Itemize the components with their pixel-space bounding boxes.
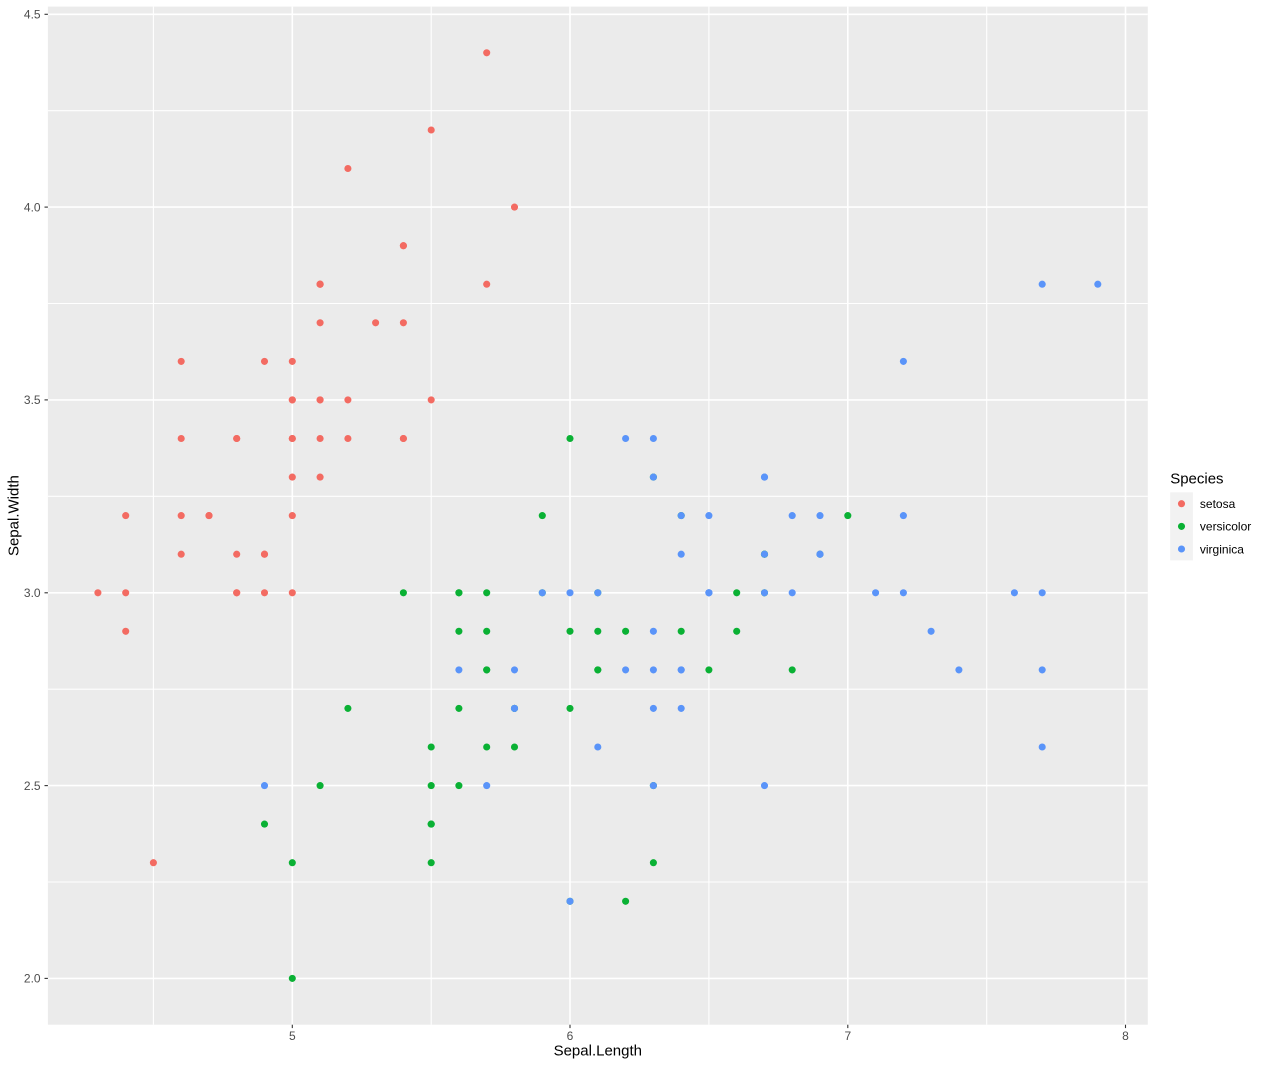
svg-text:Species: Species — [1170, 471, 1223, 488]
svg-text:4.5: 4.5 — [24, 8, 41, 22]
svg-text:Sepal.Width: Sepal.Width — [6, 475, 23, 556]
svg-text:Sepal.Length: Sepal.Length — [554, 1043, 642, 1060]
svg-text:2.5: 2.5 — [24, 779, 41, 793]
svg-text:4.0: 4.0 — [24, 200, 41, 214]
svg-text:8: 8 — [1122, 1029, 1129, 1043]
svg-text:5: 5 — [289, 1029, 296, 1043]
svg-text:2.0: 2.0 — [24, 972, 41, 986]
svg-text:3.0: 3.0 — [24, 586, 41, 600]
svg-text:setosa: setosa — [1200, 497, 1236, 511]
svg-text:7: 7 — [844, 1029, 851, 1043]
svg-text:versicolor: versicolor — [1200, 520, 1251, 534]
svg-text:6: 6 — [567, 1029, 574, 1043]
svg-text:virginica: virginica — [1200, 542, 1244, 556]
svg-text:3.5: 3.5 — [24, 393, 41, 407]
